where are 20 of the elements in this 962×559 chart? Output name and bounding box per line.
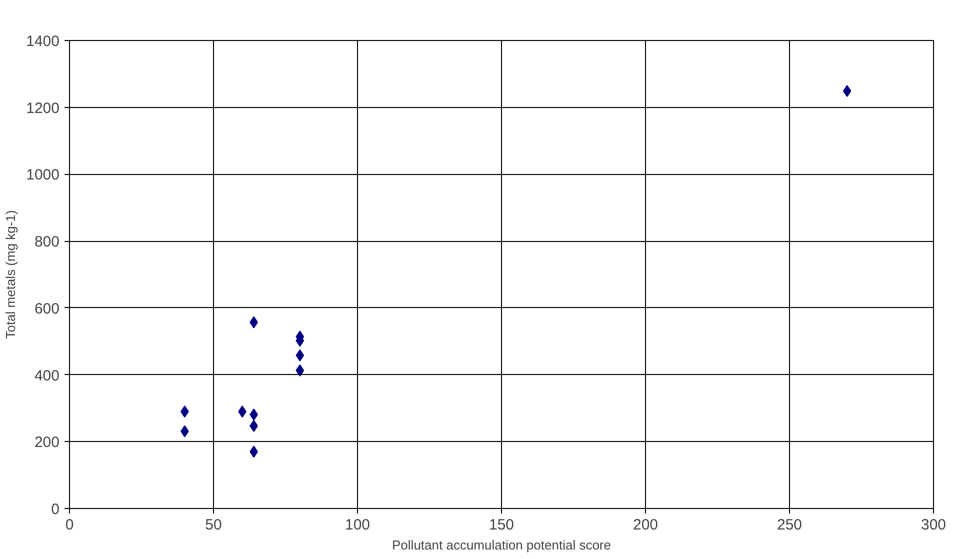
x-axis-title: Pollutant accumulation potential score: [392, 538, 611, 552]
y-axis-title: Total metals (mg kg-1): [3, 210, 18, 339]
x-tick-label: 200: [632, 516, 658, 534]
y-tick-label: 600: [34, 300, 60, 318]
x-tick-label: 100: [344, 516, 370, 534]
y-tick-label: 1400: [26, 33, 60, 50]
x-tick-label: 50: [205, 516, 222, 534]
y-tick-label: 800: [34, 234, 60, 251]
x-tick-label: 300: [920, 516, 946, 534]
y-tick-label: 1000: [26, 166, 60, 184]
y-tick-label: 1200: [26, 100, 60, 117]
y-tick-label: 400: [34, 367, 60, 384]
point: [296, 349, 304, 362]
x-tick-label: 150: [488, 516, 514, 534]
point: [296, 364, 304, 376]
point: [842, 84, 852, 97]
x-tick-label: 0: [65, 516, 74, 534]
y-tick-label: 200: [34, 434, 60, 452]
y-tick-label: 0: [51, 501, 60, 518]
x-tick-label: 250: [776, 516, 802, 534]
